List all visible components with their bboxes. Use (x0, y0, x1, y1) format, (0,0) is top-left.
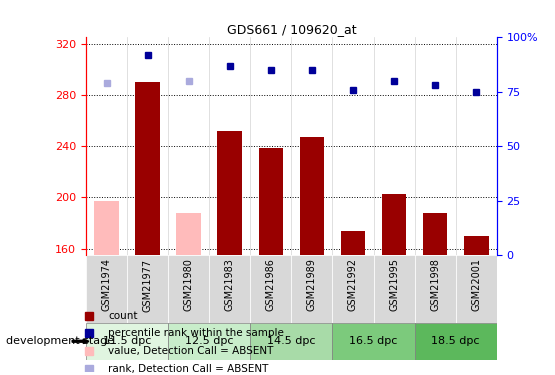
Bar (415, 255, 456, 322)
Bar (250, 322, 332, 360)
Text: count: count (108, 311, 138, 321)
Bar (250, 255, 291, 322)
Bar (332, 322, 415, 360)
Bar (176, 213, 201, 255)
Bar (341, 231, 365, 255)
Bar (332, 255, 374, 322)
Bar (423, 213, 447, 255)
Bar (291, 255, 332, 322)
Bar (374, 255, 415, 322)
Bar (127, 255, 168, 322)
Bar (464, 236, 488, 255)
Bar (259, 147, 283, 255)
Text: GSM21986: GSM21986 (266, 258, 276, 311)
Text: GSM21980: GSM21980 (184, 258, 194, 311)
Text: GSM22001: GSM22001 (471, 258, 481, 311)
Text: value, Detection Call = ABSENT: value, Detection Call = ABSENT (108, 346, 274, 356)
Text: GSM21998: GSM21998 (430, 258, 440, 311)
Text: 18.5 dpc: 18.5 dpc (431, 336, 480, 346)
Text: GSM21977: GSM21977 (143, 258, 153, 312)
Bar (168, 255, 209, 322)
Bar (94, 201, 119, 255)
Bar (382, 194, 406, 255)
Bar (456, 255, 497, 322)
Text: 12.5 dpc: 12.5 dpc (185, 336, 234, 346)
Text: rank, Detection Call = ABSENT: rank, Detection Call = ABSENT (108, 363, 269, 374)
Bar (209, 255, 250, 322)
Text: GSM21992: GSM21992 (348, 258, 358, 311)
Title: GDS661 / 109620_at: GDS661 / 109620_at (226, 23, 356, 36)
Text: development stage: development stage (6, 336, 114, 346)
Text: 16.5 dpc: 16.5 dpc (349, 336, 398, 346)
Bar (135, 82, 160, 255)
Bar (218, 131, 242, 255)
Bar (86, 322, 168, 360)
Text: percentile rank within the sample: percentile rank within the sample (108, 328, 284, 339)
Text: 11.5 dpc: 11.5 dpc (103, 336, 152, 346)
Bar (168, 322, 250, 360)
Bar (415, 322, 497, 360)
Text: 14.5 dpc: 14.5 dpc (267, 336, 316, 346)
Text: GSM21983: GSM21983 (225, 258, 235, 311)
Text: GSM21995: GSM21995 (389, 258, 399, 311)
Text: GSM21974: GSM21974 (102, 258, 112, 311)
Text: GSM21989: GSM21989 (307, 258, 317, 311)
Bar (300, 137, 324, 255)
Bar (86, 255, 127, 322)
